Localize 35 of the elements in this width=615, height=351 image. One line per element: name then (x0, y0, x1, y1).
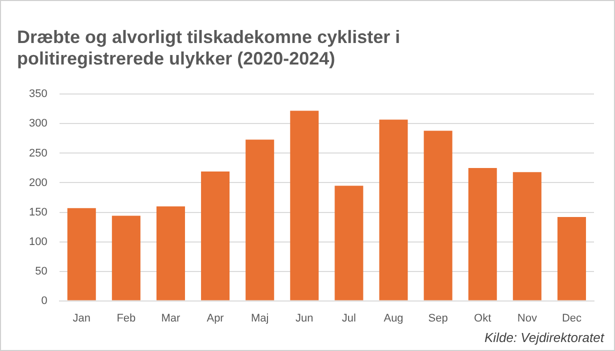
bar (512, 172, 542, 300)
y-tick-label: 50 (35, 265, 48, 278)
bar (468, 168, 497, 300)
x-tick-label: Feb (116, 312, 136, 324)
y-tick-label: 200 (28, 176, 48, 189)
bar (334, 186, 364, 300)
x-tick-label: Nov (517, 312, 538, 324)
x-tick-label: Maj (250, 312, 269, 324)
x-tick-label: Jan (72, 312, 91, 324)
text: politiregistrerede ulykker (2020-2024) (17, 48, 336, 68)
y-tick-label: 350 (28, 88, 48, 100)
bar (246, 140, 274, 300)
bar (379, 120, 408, 300)
y-tick-label: 150 (28, 206, 48, 218)
y-tick-label: 250 (28, 147, 48, 160)
text: Kilde: Vejdirektoratet (484, 330, 606, 346)
x-tick-label: Aug (384, 312, 404, 324)
y-tick-label: 300 (28, 118, 48, 130)
bar (201, 172, 230, 300)
x-tick-label: Apr (206, 312, 224, 324)
x-tick-label: Okt (474, 312, 492, 324)
bar (67, 208, 96, 300)
x-tick-label: Sep (428, 312, 448, 324)
bar (424, 130, 452, 300)
bar (156, 206, 185, 300)
x-tick-label: Dec (562, 312, 582, 324)
x-tick-label: Jul (342, 312, 356, 324)
text: Dræbte og alvorligt tilskadekomne cyklister i (17, 26, 400, 47)
x-tick-label: Mar (161, 312, 181, 324)
x-tick-label: Jun (296, 312, 314, 324)
y-tick-label: 0 (41, 294, 48, 307)
y-tick-label: 100 (28, 236, 48, 248)
bar (290, 110, 319, 300)
bar (112, 216, 140, 300)
bar (557, 216, 586, 300)
